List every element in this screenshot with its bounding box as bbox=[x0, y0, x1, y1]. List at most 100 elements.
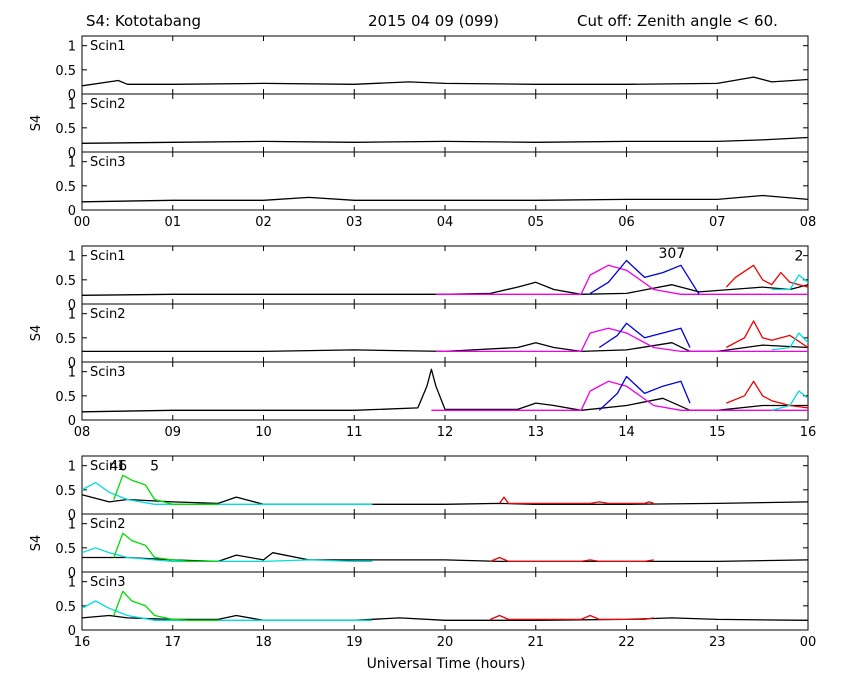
x-tick-label: 04 bbox=[437, 215, 454, 230]
satellite-label: 46 bbox=[109, 459, 127, 475]
y-tick-label: 0 bbox=[68, 88, 76, 103]
y-tick-label: 1 bbox=[68, 576, 76, 591]
panel-frame bbox=[81, 93, 809, 153]
series-line-cyan bbox=[81, 547, 373, 563]
series-line-magenta bbox=[435, 327, 808, 353]
header-station: S4: Kototabang bbox=[86, 12, 201, 30]
x-tick-label: 01 bbox=[164, 215, 181, 230]
y-tick-label: 0 bbox=[68, 566, 76, 581]
series-line-magenta bbox=[435, 264, 808, 295]
x-tick-label: 10 bbox=[255, 425, 272, 440]
x-tick-label: 14 bbox=[618, 425, 635, 440]
x-tick-label: 23 bbox=[709, 635, 726, 650]
y-tick-label: 0 bbox=[68, 356, 76, 371]
panel-label: Scin2 bbox=[90, 307, 126, 322]
panel-label: Scin1 bbox=[90, 39, 126, 54]
series-line-black bbox=[81, 614, 809, 621]
x-tick-label: 18 bbox=[255, 635, 272, 650]
series-line-cyan bbox=[771, 390, 809, 411]
header-date: 2015 04 09 (099) bbox=[368, 12, 499, 30]
x-tick-label: 13 bbox=[527, 425, 544, 440]
x-tick-label: 02 bbox=[255, 215, 272, 230]
x-tick-label: 11 bbox=[346, 425, 363, 440]
y-tick-label: 1 bbox=[68, 250, 76, 265]
y-tick-label: 0.5 bbox=[55, 64, 76, 79]
series-line-black bbox=[81, 194, 809, 203]
y-tick-label: 0.5 bbox=[55, 484, 76, 499]
y-axis-label: S4 bbox=[29, 115, 44, 132]
y-tick-label: 0.5 bbox=[55, 600, 76, 615]
series-line-green bbox=[113, 590, 219, 621]
series-line-blue bbox=[589, 259, 700, 295]
y-tick-label: 0.5 bbox=[55, 122, 76, 137]
series-line-cyan bbox=[771, 274, 809, 291]
x-tick-label: 07 bbox=[709, 215, 726, 230]
series-line-black bbox=[82, 342, 809, 353]
panel-label: Scin3 bbox=[90, 365, 126, 380]
y-tick-label: 0 bbox=[68, 508, 76, 523]
y-tick-label: 0 bbox=[68, 414, 76, 429]
series-line-black bbox=[81, 494, 809, 505]
y-axis-label: S4 bbox=[29, 325, 44, 342]
y-tick-label: 0.5 bbox=[55, 332, 76, 347]
y-axis-label: S4 bbox=[29, 535, 44, 552]
series-line-cyan bbox=[771, 332, 809, 351]
series-line-black bbox=[81, 368, 808, 413]
panel-label: Scin1 bbox=[90, 459, 126, 474]
series-line-black bbox=[81, 281, 809, 296]
series-line-magenta bbox=[431, 380, 808, 411]
satellite-label: 2 bbox=[794, 249, 803, 265]
header-cutoff: Cut off: Zenith angle < 60. bbox=[577, 12, 778, 30]
x-tick-label: 00 bbox=[800, 635, 817, 650]
x-tick-label: 06 bbox=[618, 215, 635, 230]
series-line-black bbox=[81, 76, 809, 87]
panel-frame bbox=[81, 571, 809, 631]
series-line-red bbox=[498, 496, 654, 505]
series-line-red bbox=[726, 380, 809, 409]
y-tick-label: 0 bbox=[68, 624, 76, 639]
x-tick-label: 03 bbox=[346, 215, 363, 230]
panel-frame bbox=[81, 361, 809, 421]
series-line-red bbox=[725, 264, 809, 288]
y-tick-label: 1 bbox=[68, 366, 76, 381]
series-line-green bbox=[113, 532, 219, 563]
y-tick-label: 1 bbox=[68, 518, 76, 533]
panel-frame bbox=[81, 455, 809, 515]
x-tick-label: 15 bbox=[709, 425, 726, 440]
series-line-red bbox=[490, 614, 654, 621]
satellite-label: 5 bbox=[150, 459, 159, 475]
panel-label: Scin3 bbox=[90, 575, 126, 590]
x-tick-label: 16 bbox=[800, 425, 817, 440]
panel-frame bbox=[81, 245, 809, 305]
x-tick-label: 05 bbox=[527, 215, 544, 230]
x-tick-label: 21 bbox=[527, 635, 544, 650]
satellite-label: 307 bbox=[659, 246, 686, 262]
panel-frame bbox=[81, 151, 809, 211]
panel-label: Scin2 bbox=[90, 517, 126, 532]
y-tick-label: 0.5 bbox=[55, 390, 76, 405]
y-tick-label: 1 bbox=[68, 460, 76, 475]
x-tick-label: 08 bbox=[74, 425, 91, 440]
y-tick-label: 1 bbox=[68, 40, 76, 55]
x-tick-label: 19 bbox=[346, 635, 363, 650]
x-axis-label: Universal Time (hours) bbox=[367, 656, 526, 672]
series-line-blue bbox=[598, 375, 691, 411]
y-tick-label: 0.5 bbox=[55, 542, 76, 557]
series-line-red bbox=[490, 556, 654, 563]
series-line-blue bbox=[598, 322, 691, 349]
y-tick-label: 1 bbox=[68, 98, 76, 113]
panel-frame bbox=[81, 303, 809, 363]
x-tick-label: 16 bbox=[74, 635, 91, 650]
x-tick-label: 00 bbox=[74, 215, 91, 230]
series-line-red bbox=[725, 320, 809, 349]
y-tick-label: 0 bbox=[68, 146, 76, 161]
panel-frame bbox=[81, 35, 809, 95]
series-line-cyan bbox=[81, 481, 373, 505]
x-tick-label: 08 bbox=[800, 215, 817, 230]
y-tick-label: 0.5 bbox=[55, 274, 76, 289]
x-tick-label: 09 bbox=[164, 425, 181, 440]
y-tick-label: 0.5 bbox=[55, 180, 76, 195]
series-line-black bbox=[81, 136, 809, 144]
